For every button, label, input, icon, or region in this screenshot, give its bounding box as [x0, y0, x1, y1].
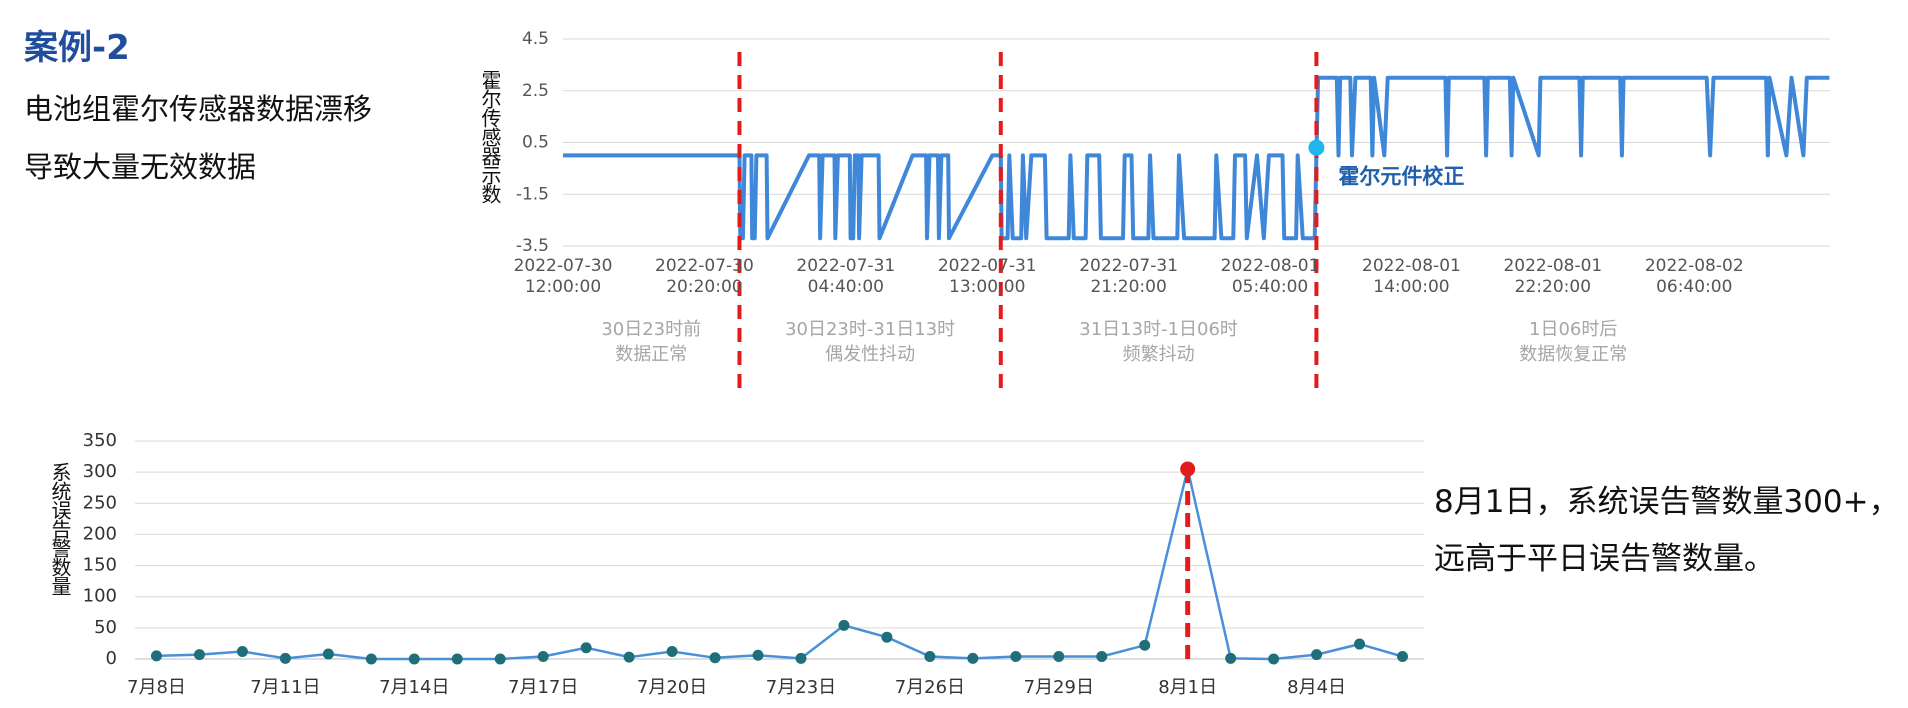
x-tick-label: 2022-08-01 05:40:00 [1220, 256, 1320, 297]
data-point [150, 650, 162, 662]
data-point [279, 652, 291, 664]
data-point [236, 646, 248, 658]
data-point [408, 653, 420, 665]
phase-label: 偶发性抖动 [825, 344, 915, 365]
x-tick-label: 7月11日 [250, 677, 320, 698]
phase-label: 数据恢复正常 [1519, 344, 1627, 365]
y-tick-label: 0.5 [522, 133, 549, 153]
data-point [881, 631, 893, 643]
data-point [537, 651, 549, 663]
x-tick-label: 2022-07-31 13:00:00 [937, 256, 1037, 297]
x-tick-label: 8月1日 [1158, 677, 1217, 698]
data-point [623, 651, 635, 663]
y-tick-label: 250 [83, 492, 117, 513]
x-tick-label: 2022-08-02 06:40:00 [1644, 256, 1744, 297]
data-point [1010, 651, 1022, 663]
phase-label: 31日13时-1日06时 [1079, 319, 1238, 340]
annotation-line: 远高于平日误告警数量。 [1434, 541, 1775, 577]
annotation-line: 8月1日，系统误告警数量300+， [1434, 484, 1900, 520]
y-axis-label: 系统误告警数量 [48, 462, 72, 595]
data-point [752, 649, 764, 661]
data-point [795, 652, 807, 664]
data-point [1354, 638, 1366, 650]
y-tick-label: -1.5 [516, 184, 549, 204]
data-point [1225, 652, 1237, 664]
data-point [1268, 653, 1280, 665]
x-tick-label: 7月17日 [508, 677, 578, 698]
annotation-label: 霍尔元件校正 [1338, 165, 1464, 189]
data-point [1397, 651, 1409, 663]
y-tick-label: 2.5 [522, 81, 549, 101]
y-tick-label: 350 [83, 430, 117, 451]
y-tick-label: 200 [83, 523, 117, 544]
data-point [1096, 651, 1108, 663]
data-point [1180, 461, 1196, 477]
phase-label: 数据正常 [615, 344, 687, 365]
x-tick-label: 2022-07-30 20:20:00 [655, 256, 754, 297]
data-point [924, 651, 936, 663]
y-tick-label: 4.5 [522, 29, 549, 49]
x-tick-label: 7月14日 [379, 677, 449, 698]
data-point [494, 653, 506, 665]
x-tick-label: 7月23日 [766, 677, 836, 698]
data-line [563, 75, 1830, 241]
x-tick-label: 2022-07-31 04:40:00 [796, 256, 896, 297]
x-tick-label: 7月26日 [895, 677, 965, 698]
data-point [451, 653, 463, 665]
x-tick-label: 2022-07-31 21:20:00 [1079, 256, 1179, 297]
data-line [156, 468, 1403, 661]
x-tick-label: 2022-08-01 14:00:00 [1362, 256, 1461, 297]
x-tick-label: 7月8日 [127, 677, 186, 698]
x-tick-label: 2022-08-01 22:20:00 [1503, 256, 1603, 297]
y-axis-label: 霍尔传感器示数 [478, 70, 502, 203]
data-point [322, 648, 334, 660]
slide-title: 案例-2 [24, 28, 130, 68]
y-tick-label: 150 [83, 555, 117, 576]
data-point [1311, 649, 1323, 661]
data-point [1053, 651, 1065, 663]
data-point [580, 642, 592, 654]
data-point [967, 652, 979, 664]
annotation-marker [1308, 139, 1325, 156]
phase-label: 30日23时-31日13时 [785, 319, 955, 340]
data-point [1139, 639, 1151, 651]
y-tick-label: 0 [106, 648, 117, 669]
x-tick-label: 8月4日 [1287, 677, 1346, 698]
data-point [666, 646, 678, 658]
phase-label: 频繁抖动 [1123, 344, 1195, 365]
description-line: 电池组霍尔传感器数据漂移 [24, 92, 373, 126]
x-tick-label: 7月29日 [1024, 677, 1094, 698]
y-tick-label: -3.5 [516, 236, 549, 256]
data-point [838, 619, 850, 631]
data-point [709, 652, 721, 664]
data-point [365, 653, 377, 665]
y-tick-label: 50 [94, 617, 117, 638]
x-tick-label: 2022-07-30 12:00:00 [513, 256, 613, 297]
phase-label: 30日23时前 [601, 319, 701, 340]
data-point [193, 649, 205, 661]
phase-label: 1日06时后 [1529, 319, 1617, 340]
x-tick-label: 7月20日 [637, 677, 707, 698]
description-line: 导致大量无效数据 [24, 150, 257, 184]
y-tick-label: 300 [83, 461, 117, 482]
y-tick-label: 100 [83, 586, 117, 607]
